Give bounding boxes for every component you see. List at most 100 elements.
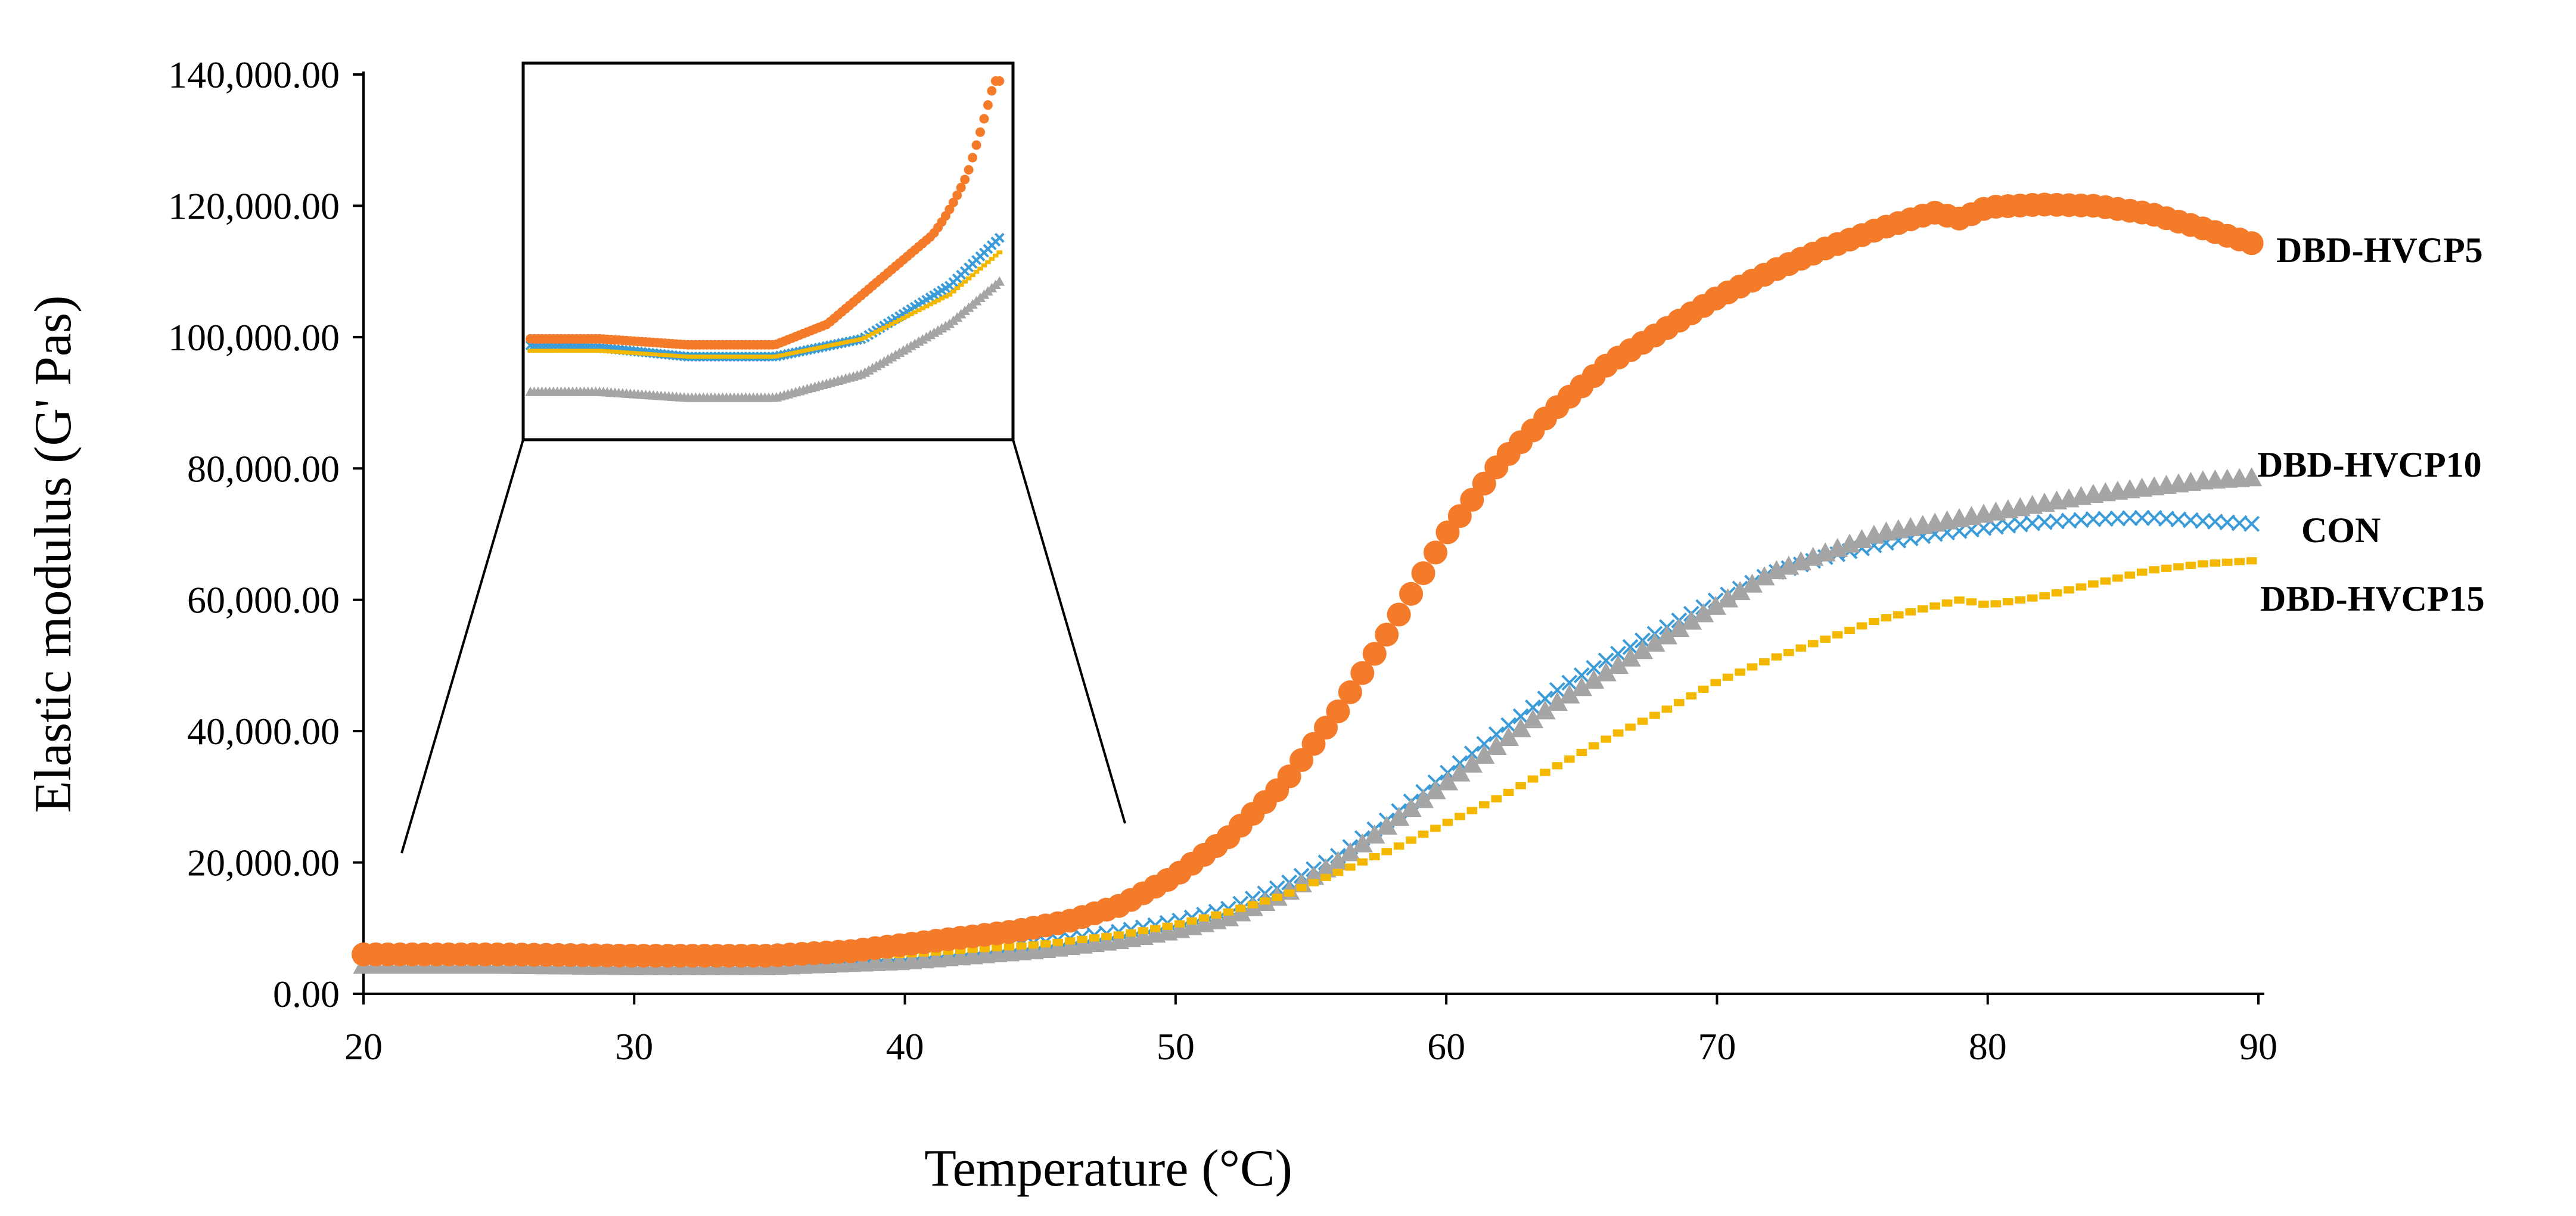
inset-data-point bbox=[923, 304, 930, 309]
series-dbd-hvcp10 bbox=[353, 467, 2263, 975]
inset-data-point bbox=[981, 263, 987, 268]
inset-data-point bbox=[958, 282, 964, 287]
data-point bbox=[2039, 592, 2050, 600]
inset-data-point bbox=[854, 338, 860, 342]
data-point bbox=[2207, 514, 2223, 530]
inset-data-point bbox=[888, 322, 895, 326]
inset-data-point bbox=[647, 352, 652, 356]
y-axis-title: Elastic modulus (G' Pas) bbox=[24, 296, 82, 813]
inset-data-point bbox=[620, 350, 626, 354]
data-point bbox=[1588, 742, 1599, 749]
data-point bbox=[1138, 927, 1149, 935]
data-point bbox=[1620, 647, 1641, 667]
inset-data-point bbox=[739, 354, 745, 359]
data-point bbox=[1350, 661, 1375, 685]
data-point bbox=[1941, 599, 1953, 607]
data-point bbox=[2109, 510, 2126, 527]
inset-data-point bbox=[773, 354, 779, 359]
data-point bbox=[2136, 568, 2148, 576]
x-stroke bbox=[2183, 512, 2199, 528]
x-tick-label: 60 bbox=[1427, 1025, 1465, 1068]
x-stroke bbox=[2121, 510, 2138, 527]
data-point bbox=[1722, 673, 1733, 681]
data-point bbox=[1460, 487, 1484, 512]
data-point bbox=[1622, 639, 1639, 655]
inset-data-point bbox=[589, 349, 595, 353]
data-point bbox=[1016, 942, 1027, 950]
inset-data-point bbox=[950, 289, 956, 294]
data-point bbox=[1512, 708, 1529, 724]
data-point bbox=[1807, 640, 1819, 648]
data-point bbox=[2210, 559, 2221, 567]
data-point bbox=[1754, 566, 1775, 586]
inset-data-point bbox=[996, 250, 1003, 254]
inset-data-point bbox=[939, 296, 945, 301]
data-point bbox=[2121, 510, 2138, 527]
data-point bbox=[1869, 618, 1879, 626]
data-point bbox=[1089, 934, 1100, 942]
data-point bbox=[2085, 511, 2102, 527]
inset-data-point bbox=[995, 76, 1005, 86]
data-point bbox=[1284, 889, 1295, 897]
data-point bbox=[1101, 932, 1112, 940]
data-point bbox=[1077, 935, 1087, 943]
inset-data-point bbox=[604, 349, 610, 353]
inset-data-point bbox=[993, 253, 999, 258]
data-point bbox=[1741, 573, 1763, 593]
inset-data-point bbox=[843, 340, 849, 344]
x-tick-label: 50 bbox=[1157, 1025, 1195, 1068]
data-point bbox=[1393, 842, 1404, 850]
data-point bbox=[1272, 894, 1283, 901]
inset-data-point bbox=[862, 335, 868, 340]
data-point bbox=[1472, 471, 1496, 496]
inset-data-point bbox=[838, 341, 845, 346]
data-point bbox=[1235, 904, 1246, 912]
data-point bbox=[1929, 602, 1940, 610]
inset-data-point bbox=[650, 352, 657, 357]
data-point bbox=[1478, 801, 1490, 808]
data-point bbox=[1375, 623, 1399, 647]
inset-data-point bbox=[979, 114, 989, 124]
y-tick-label: 100,000.00 bbox=[168, 316, 340, 359]
inset-data-point bbox=[893, 320, 899, 324]
data-point bbox=[1162, 922, 1173, 930]
data-point bbox=[2243, 515, 2260, 532]
data-point bbox=[1126, 929, 1136, 937]
y-tick-label: 40,000.00 bbox=[187, 710, 340, 752]
data-point bbox=[2246, 557, 2257, 565]
data-point bbox=[1710, 679, 1721, 686]
x-stroke bbox=[2085, 511, 2102, 527]
data-point bbox=[1488, 726, 1505, 742]
data-point bbox=[1656, 625, 1677, 645]
data-point bbox=[1990, 600, 2002, 608]
inset-data-point bbox=[754, 354, 760, 359]
series-label-dbd-hvcp15: DBD-HVCP15 bbox=[2260, 579, 2485, 618]
data-point bbox=[1783, 649, 1794, 657]
data-point bbox=[1632, 640, 1654, 660]
inset-data-point bbox=[908, 312, 914, 316]
inset-data-point bbox=[970, 273, 975, 278]
data-point bbox=[1430, 825, 1441, 832]
inset-data-point bbox=[846, 339, 853, 344]
inset-data-point bbox=[869, 331, 876, 336]
inset-data-point bbox=[827, 343, 834, 348]
x-stroke bbox=[1586, 660, 1602, 676]
data-point bbox=[1832, 631, 1843, 639]
inset-data-point bbox=[642, 352, 649, 356]
y-tick-label: 140,000.00 bbox=[168, 54, 340, 96]
inset-data-point bbox=[565, 349, 572, 353]
x-stroke bbox=[2012, 516, 2028, 533]
x-stroke bbox=[2219, 514, 2236, 531]
x-stroke bbox=[2170, 511, 2187, 528]
inset-data-point bbox=[960, 175, 970, 185]
inset-data-point bbox=[758, 354, 764, 359]
x-stroke bbox=[2000, 517, 2016, 534]
inset-data-point bbox=[971, 140, 981, 150]
data-point bbox=[1418, 831, 1429, 838]
inset-data-point bbox=[962, 279, 968, 284]
inset-data-point bbox=[858, 337, 864, 341]
inset-data-point bbox=[716, 354, 722, 359]
data-point bbox=[1052, 938, 1064, 946]
data-point bbox=[1522, 709, 1544, 729]
x-axis-title: Temperature (°C) bbox=[924, 1140, 1292, 1198]
